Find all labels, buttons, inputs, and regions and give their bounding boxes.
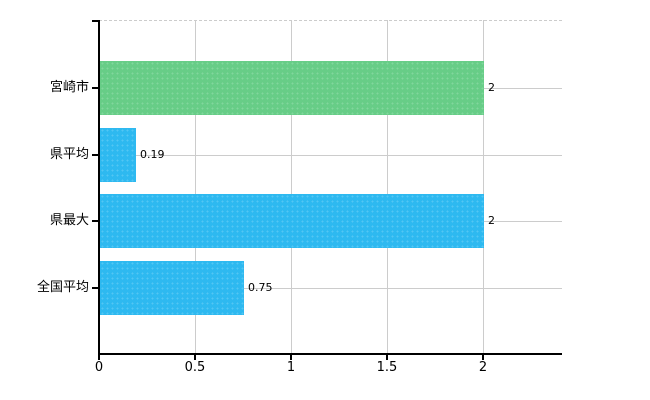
y-axis-end-tick — [92, 20, 99, 22]
category-label: 県最大 — [49, 213, 89, 228]
y-axis-tick — [92, 220, 99, 222]
bar — [100, 61, 484, 115]
horizontal-gridline — [99, 155, 562, 156]
x-tick-label: 2 — [478, 360, 488, 375]
value-label: 2 — [488, 81, 495, 94]
horizontal-gridline — [99, 288, 562, 289]
category-label: 県平均 — [49, 147, 89, 162]
vertical-gridline — [291, 20, 292, 353]
x-axis-tick — [386, 355, 388, 360]
vertical-gridline — [483, 20, 484, 353]
category-label: 全国平均 — [36, 280, 89, 295]
bar — [100, 128, 136, 182]
value-label: 0.19 — [140, 148, 165, 161]
value-label: 0.75 — [248, 281, 273, 294]
y-axis — [98, 20, 100, 355]
x-tick-label: 1 — [286, 360, 296, 375]
x-tick-label: 1.5 — [376, 360, 398, 375]
x-axis-tick — [98, 355, 100, 360]
bar — [100, 194, 484, 248]
y-axis-tick — [92, 87, 99, 89]
x-axis-tick — [290, 355, 292, 360]
x-tick-label: 0 — [94, 360, 104, 375]
vertical-gridline — [195, 20, 196, 353]
bar — [100, 261, 244, 315]
category-label: 宮崎市 — [49, 80, 89, 95]
x-axis — [98, 353, 562, 355]
y-axis-tick — [92, 287, 99, 289]
vertical-gridline — [387, 20, 388, 353]
value-label: 2 — [488, 214, 495, 227]
x-axis-tick — [194, 355, 196, 360]
y-axis-tick — [92, 154, 99, 156]
plot-top-border — [99, 20, 562, 21]
x-axis-tick — [482, 355, 484, 360]
x-tick-label: 0.5 — [184, 360, 206, 375]
